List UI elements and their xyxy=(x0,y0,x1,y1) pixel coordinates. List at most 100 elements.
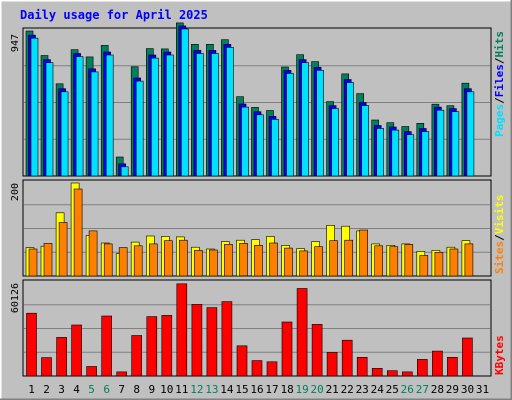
x-tick-label-8: 8 xyxy=(133,383,140,396)
x-tick-label-29: 29 xyxy=(446,383,459,396)
x-tick-label-21: 21 xyxy=(326,383,339,396)
bar-sites-day-8 xyxy=(133,245,143,277)
x-tick-label-14: 14 xyxy=(220,383,234,396)
bar-sites-day-9 xyxy=(149,243,158,277)
bar-kbytes-day-15 xyxy=(236,345,248,377)
ymax-label-requests: 947 xyxy=(10,34,21,52)
bar-sites-day-18 xyxy=(284,247,293,277)
bar-pages-day-16 xyxy=(256,114,264,177)
bar-sites-day-22 xyxy=(344,239,354,277)
bar-kbytes-day-5 xyxy=(86,366,97,377)
bar-kbytes-day-10 xyxy=(161,315,173,377)
x-tick-label-20: 20 xyxy=(310,383,323,396)
bar-kbytes-day-2 xyxy=(41,357,52,377)
x-tick-label-23: 23 xyxy=(356,383,369,396)
x-tick-label-28: 28 xyxy=(431,383,444,396)
ymax-label-kbytes: 60126 xyxy=(10,283,21,313)
bar-pages-day-1 xyxy=(30,37,39,177)
x-tick-label-10: 10 xyxy=(160,383,173,396)
bar-kbytes-day-27 xyxy=(416,359,428,377)
bar-kbytes-day-29 xyxy=(447,356,458,377)
bar-sites-day-15 xyxy=(239,243,248,277)
x-tick-label-26: 26 xyxy=(401,383,414,396)
legend-requests: Pages/Files/Hits xyxy=(493,31,506,137)
x-tick-label-27: 27 xyxy=(416,383,429,396)
bar-pages-day-24 xyxy=(376,128,385,177)
bar-kbytes-day-6 xyxy=(101,315,112,377)
bar-sites-day-29 xyxy=(449,248,459,277)
bar-pages-day-29 xyxy=(451,111,460,177)
ymax-label-visitors: 200 xyxy=(10,183,21,201)
bar-sites-day-10 xyxy=(164,240,173,277)
bar-kbytes-day-8 xyxy=(131,335,142,377)
x-tick-label-2: 2 xyxy=(43,383,50,396)
bar-sites-day-1 xyxy=(28,248,38,277)
bar-kbytes-day-16 xyxy=(251,360,263,377)
bar-pages-day-4 xyxy=(75,56,84,177)
x-tick-label-25: 25 xyxy=(386,383,399,396)
bar-sites-day-21 xyxy=(329,240,338,277)
legend-kbytes: KBytes xyxy=(493,335,506,375)
bar-pages-day-15 xyxy=(241,106,249,177)
bar-sites-day-27 xyxy=(419,255,429,277)
x-tick-label-5: 5 xyxy=(88,383,95,396)
bar-sites-day-5 xyxy=(88,230,98,277)
chart-title: Daily usage for April 2025 xyxy=(20,8,208,22)
bar-sites-day-7 xyxy=(118,247,128,277)
bar-kbytes-day-24 xyxy=(371,367,383,377)
bar-kbytes-day-19 xyxy=(296,288,308,377)
bar-kbytes-day-9 xyxy=(146,316,158,377)
bar-sites-day-24 xyxy=(374,245,384,277)
bar-pages-day-8 xyxy=(135,80,144,177)
x-tick-label-24: 24 xyxy=(371,383,385,396)
x-tick-label-6: 6 xyxy=(103,383,110,396)
bar-kbytes-day-13 xyxy=(206,307,218,377)
bar-kbytes-day-12 xyxy=(191,303,203,377)
bar-pages-day-11 xyxy=(181,28,189,177)
x-tick-label-16: 16 xyxy=(250,383,263,396)
legend-files: Files xyxy=(493,64,506,97)
legend-sep-2: / xyxy=(493,57,506,64)
x-tick-label-4: 4 xyxy=(73,383,80,396)
bar-pages-day-30 xyxy=(466,91,475,177)
bar-pages-day-22 xyxy=(346,82,355,177)
legend-visits: Visits xyxy=(493,195,506,235)
bar-kbytes-day-4 xyxy=(71,324,82,377)
bar-sites-day-20 xyxy=(314,246,323,277)
bar-kbytes-day-25 xyxy=(386,370,398,377)
legend-sep-1: / xyxy=(493,97,506,104)
x-tick-label-22: 22 xyxy=(341,383,354,396)
bar-kbytes-day-18 xyxy=(281,321,293,377)
bar-pages-day-25 xyxy=(391,129,400,177)
x-tick-label-7: 7 xyxy=(118,383,125,396)
bar-pages-day-27 xyxy=(421,131,430,177)
bar-kbytes-day-21 xyxy=(326,351,338,377)
bar-sites-day-19 xyxy=(299,250,308,277)
bar-kbytes-day-7 xyxy=(116,371,127,377)
x-tick-label-15: 15 xyxy=(235,383,248,396)
bar-sites-day-6 xyxy=(103,243,113,277)
bar-pages-day-13 xyxy=(211,53,219,177)
bar-pages-day-2 xyxy=(45,62,54,177)
legend-sites: Sites xyxy=(493,241,506,274)
bar-pages-day-10 xyxy=(166,54,174,177)
bar-sites-day-17 xyxy=(269,242,278,277)
x-tick-label-30: 30 xyxy=(461,383,474,396)
x-axis-labels: 1 2 3 4 5 6 7 8 9 10 11 12 13 14 15 16 17 18 19 20 21 22 23 24 2… xyxy=(28,383,489,396)
bar-pages-day-14 xyxy=(226,47,234,177)
x-tick-label-31: 31 xyxy=(476,383,489,396)
bar-sites-day-14 xyxy=(224,244,233,277)
bar-pages-day-21 xyxy=(331,108,339,177)
bars xyxy=(25,22,475,377)
bar-pages-day-28 xyxy=(436,109,445,177)
bar-kbytes-day-30 xyxy=(462,337,473,377)
bar-pages-day-17 xyxy=(271,119,279,177)
legend-pages: Pages xyxy=(493,104,506,137)
x-tick-label-19: 19 xyxy=(295,383,308,396)
bar-pages-day-9 xyxy=(151,57,159,177)
bar-sites-day-13 xyxy=(209,249,218,277)
bar-sites-day-4 xyxy=(73,188,83,277)
x-tick-label-11: 11 xyxy=(175,383,188,396)
bar-kbytes-day-11 xyxy=(176,283,188,377)
